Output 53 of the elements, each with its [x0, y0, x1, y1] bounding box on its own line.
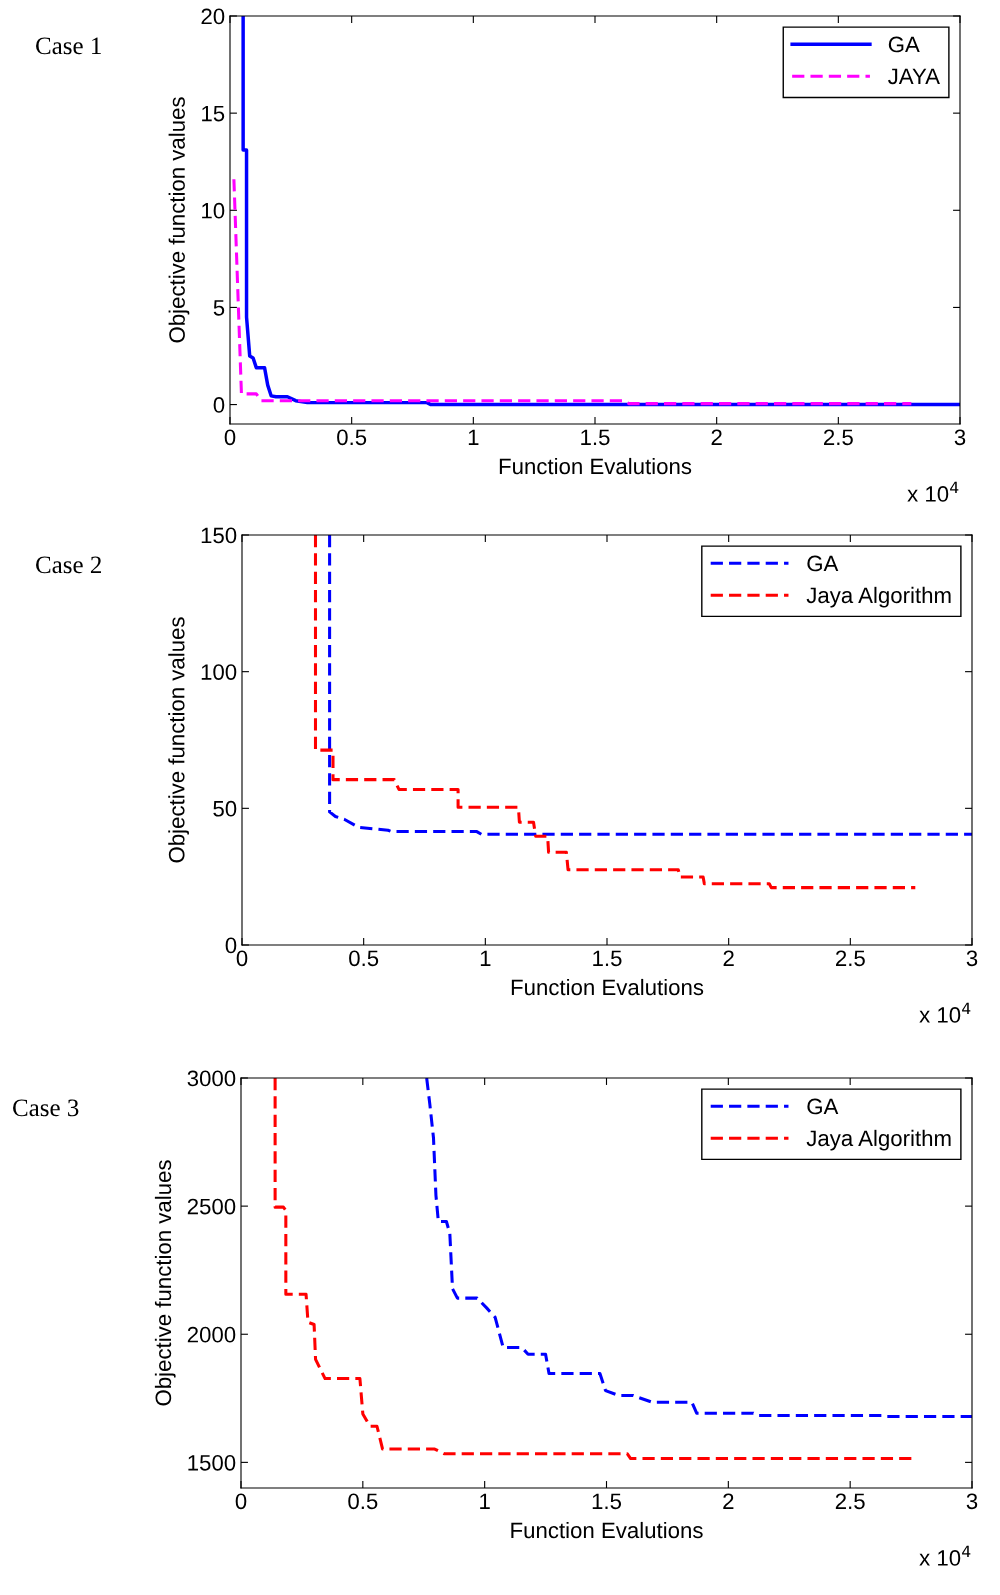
legend-label: GA — [888, 36, 920, 53]
x-tick-label: 1 — [468, 429, 479, 445]
y-tick-label: 1500 — [188, 1454, 236, 1471]
legend-label: Jaya Algorithm — [806, 586, 951, 608]
text: Case 1 — [36, 37, 101, 55]
x-axis-title: Function Evalutions — [511, 978, 704, 996]
y-tick-label: 0 — [213, 397, 225, 413]
x-tick-label: 0.5 — [337, 429, 367, 446]
text: x 10$^{4}$ — [919, 1002, 971, 1023]
y-tick-label: 100 — [201, 664, 237, 680]
y-axis-title: Objective function values — [168, 97, 190, 343]
text: x 10$^{4}$ — [907, 481, 959, 502]
x-axis-title: Function Evalutions — [511, 1521, 703, 1539]
x-tick-label: 1 — [480, 950, 491, 966]
x-tick-label: 1.5 — [592, 1493, 622, 1510]
y-tick-label: 150 — [201, 527, 237, 544]
y-tick-label: 50 — [213, 800, 237, 817]
x-tick-label: 0 — [236, 950, 248, 967]
y-tick-label: 2000 — [187, 1326, 236, 1343]
y-tick-label: 5 — [213, 300, 225, 316]
legend-label: Jaya Algorithm — [806, 1129, 951, 1151]
line-series — [232, 177, 913, 406]
legend-label: JAYA — [888, 68, 940, 85]
y-tick-label: 15 — [202, 105, 225, 122]
x-tick-label: 1 — [480, 1493, 490, 1509]
text: Case 2 — [36, 556, 101, 574]
x-tick-label: 1.5 — [593, 950, 622, 967]
x-tick-label: 2 — [723, 1493, 734, 1509]
legend-label: GA — [807, 555, 839, 572]
y-axis-title: Objective function values — [154, 1160, 176, 1406]
y-tick-label: 2500 — [187, 1198, 236, 1215]
x-tick-label: 3 — [966, 1493, 978, 1510]
y-tick-label: 3000 — [187, 1070, 236, 1087]
x-tick-label: 3 — [966, 950, 978, 967]
y-tick-label: 10 — [202, 202, 225, 219]
text: Case 3 — [13, 1099, 79, 1117]
text: x 10$^{4}$ — [919, 1545, 971, 1566]
legend-label: GA — [807, 1098, 839, 1115]
x-tick-label: 0.5 — [349, 950, 379, 967]
x-tick-label: 1.5 — [581, 429, 610, 446]
x-axis-title: Function Evalutions — [499, 457, 692, 475]
x-tick-label: 2 — [711, 429, 722, 445]
line-series — [328, 535, 972, 836]
y-tick-label: 0 — [225, 937, 237, 954]
x-tick-label: 2 — [723, 950, 734, 966]
x-tick-label: 2.5 — [824, 429, 853, 446]
x-tick-label: 3 — [954, 429, 966, 446]
line-series — [425, 1078, 972, 1419]
x-tick-label: 2.5 — [836, 950, 865, 967]
x-tick-label: 0.5 — [348, 1493, 378, 1510]
x-tick-label: 2.5 — [835, 1493, 865, 1510]
y-axis-title: Objective function values — [168, 617, 189, 863]
y-tick-label: 20 — [201, 8, 225, 25]
